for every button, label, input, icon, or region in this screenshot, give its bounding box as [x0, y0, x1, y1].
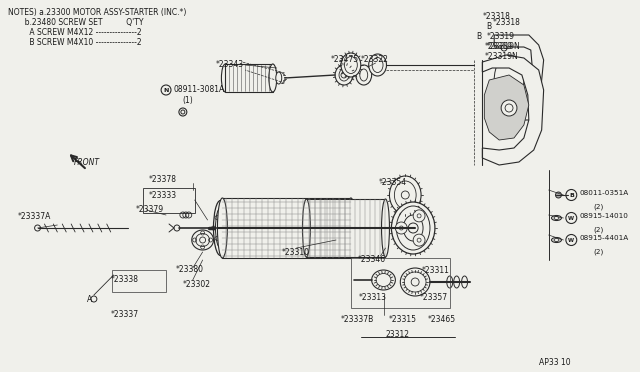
Text: *23313: *23313: [359, 293, 387, 302]
Ellipse shape: [221, 64, 229, 92]
Circle shape: [501, 105, 507, 111]
Circle shape: [566, 189, 577, 201]
Text: *23318: *23318: [483, 12, 510, 21]
Circle shape: [396, 222, 407, 234]
Ellipse shape: [461, 276, 468, 288]
Text: W: W: [568, 215, 574, 221]
Text: W: W: [568, 237, 574, 243]
Text: *23343: *23343: [216, 60, 244, 69]
Ellipse shape: [218, 198, 227, 258]
Text: B SCREW M4X10 ---------------2: B SCREW M4X10 ---------------2: [8, 38, 141, 47]
Circle shape: [174, 225, 180, 231]
Circle shape: [566, 212, 577, 224]
Bar: [225, 64, 273, 92]
Ellipse shape: [335, 65, 353, 85]
Circle shape: [501, 45, 507, 51]
Circle shape: [200, 237, 205, 243]
Ellipse shape: [346, 198, 356, 258]
Text: *23310: *23310: [282, 248, 310, 257]
Polygon shape: [483, 55, 543, 165]
Text: *23302: *23302: [183, 280, 211, 289]
Text: *23465: *23465: [428, 315, 456, 324]
Text: *23346: *23346: [358, 255, 386, 264]
Text: *23379: *23379: [136, 205, 164, 214]
Ellipse shape: [447, 276, 452, 288]
Circle shape: [179, 108, 187, 116]
Text: *23380: *23380: [176, 265, 204, 274]
Text: (1): (1): [183, 96, 194, 105]
Ellipse shape: [269, 64, 276, 92]
Text: *23354: *23354: [379, 178, 406, 187]
Ellipse shape: [303, 199, 310, 257]
Text: NOTES) a.23300 MOTOR ASSY-STARTER (INC.*): NOTES) a.23300 MOTOR ASSY-STARTER (INC.*…: [8, 8, 186, 17]
Text: A SCREW M4X12 ---------------2: A SCREW M4X12 ---------------2: [8, 28, 141, 37]
Bar: [112, 270, 166, 292]
Ellipse shape: [400, 268, 430, 296]
Text: *23311: *23311: [422, 266, 450, 275]
Bar: [143, 188, 195, 213]
Text: B: B: [569, 192, 573, 198]
Text: *23337B: *23337B: [341, 315, 374, 324]
Circle shape: [161, 85, 171, 95]
Text: *23337A: *23337A: [18, 212, 51, 221]
Polygon shape: [484, 75, 529, 140]
Ellipse shape: [356, 65, 372, 85]
Bar: [351, 258, 450, 308]
Text: 23312: 23312: [385, 330, 410, 339]
Ellipse shape: [552, 215, 561, 221]
Text: B: B: [486, 22, 492, 31]
Ellipse shape: [381, 199, 390, 257]
Text: *23357: *23357: [420, 293, 448, 302]
Text: B: B: [476, 32, 481, 41]
Text: *23338: *23338: [111, 275, 139, 284]
Text: *23333: *23333: [148, 191, 177, 200]
Text: *23319: *23319: [486, 32, 515, 41]
Circle shape: [556, 192, 561, 198]
Text: (2): (2): [593, 248, 604, 254]
Circle shape: [408, 223, 418, 233]
Bar: [307, 199, 385, 257]
Ellipse shape: [392, 202, 435, 254]
Ellipse shape: [276, 72, 282, 84]
Text: 08011-0351A: 08011-0351A: [579, 190, 628, 196]
Text: b.23480 SCREW SET          Q'TY: b.23480 SCREW SET Q'TY: [8, 18, 143, 27]
Text: *23337: *23337: [111, 310, 139, 319]
Text: *23315: *23315: [388, 315, 417, 324]
Circle shape: [413, 234, 425, 246]
Text: 08915-14010: 08915-14010: [579, 213, 628, 219]
Circle shape: [401, 191, 409, 199]
Text: *23318: *23318: [492, 18, 520, 27]
Text: *23319: *23319: [484, 42, 513, 51]
Text: N: N: [163, 87, 169, 93]
Ellipse shape: [341, 53, 361, 77]
Ellipse shape: [214, 201, 227, 256]
Ellipse shape: [372, 270, 396, 290]
Text: FRONT: FRONT: [74, 157, 100, 167]
Ellipse shape: [552, 237, 561, 243]
Text: *23378: *23378: [148, 175, 176, 184]
Text: 08911-3081A: 08911-3081A: [174, 85, 225, 94]
Text: *23319N: *23319N: [486, 42, 520, 51]
Circle shape: [411, 278, 419, 286]
Circle shape: [91, 296, 97, 302]
Circle shape: [35, 225, 40, 231]
Text: A: A: [87, 295, 92, 304]
Text: (2): (2): [593, 226, 604, 232]
Circle shape: [501, 100, 517, 116]
Text: *23475: *23475: [331, 55, 359, 64]
Ellipse shape: [369, 54, 387, 76]
Circle shape: [413, 210, 425, 222]
Polygon shape: [494, 35, 543, 120]
Bar: [222, 198, 351, 258]
Circle shape: [566, 234, 577, 246]
Ellipse shape: [192, 230, 214, 250]
Text: AP33 10: AP33 10: [539, 358, 570, 367]
Text: *23322: *23322: [361, 55, 388, 64]
Text: 08915-4401A: 08915-4401A: [579, 235, 628, 241]
Text: *23319N: *23319N: [484, 52, 518, 61]
Text: (2): (2): [593, 203, 604, 209]
Ellipse shape: [454, 276, 460, 288]
Ellipse shape: [390, 176, 421, 214]
